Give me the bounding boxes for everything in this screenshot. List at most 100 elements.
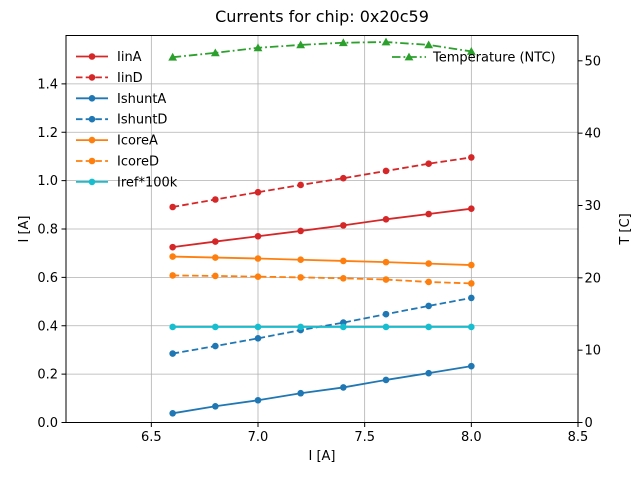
circle-marker-IcoreD: [468, 280, 475, 287]
legend-label-temperature: Temperature (NTC): [432, 51, 556, 66]
circle-marker-IcoreD: [425, 278, 432, 286]
circle-marker-IcoreA: [340, 257, 347, 265]
x-tick-label: 8.5: [568, 430, 589, 445]
circle-marker-IshuntA: [169, 410, 176, 417]
series-line-IcoreD: [172, 274, 472, 285]
triangle-marker-Temperature (NTC): [253, 43, 263, 52]
series-line-IinD: [172, 156, 472, 208]
circle-marker-IshuntA: [88, 95, 96, 102]
legend-label-IinD: IinD: [117, 71, 143, 86]
circle-marker-IinD: [212, 196, 219, 203]
series-line-IcoreA: [172, 255, 472, 266]
circle-marker-IinA: [297, 227, 304, 235]
circle-marker-IcoreD: [212, 272, 219, 280]
circle-marker-IshuntD: [425, 302, 432, 310]
y-left-tick-label: 0.6: [37, 271, 58, 286]
circle-marker-Iref*100k: [212, 323, 219, 331]
circle-marker-IshuntD: [254, 335, 262, 342]
circle-marker-IshuntA: [254, 396, 262, 404]
circle-marker-Iref*100k: [88, 178, 96, 186]
y-right-tick-label: 10: [585, 344, 602, 359]
circle-marker-IinD: [382, 167, 390, 175]
legend-label-IshuntD: IshuntD: [117, 113, 167, 128]
y-axis-right-label: T [C]: [618, 213, 633, 245]
circle-marker-Iref*100k: [297, 323, 304, 331]
chart-title: Currents for chip: 0x20c59: [215, 7, 429, 26]
circle-marker-IshuntA: [425, 369, 432, 377]
y-left-tick-label: 0.4: [37, 319, 58, 334]
circle-marker-IinD: [425, 160, 432, 167]
circle-marker-IshuntA: [468, 362, 475, 370]
triangle-marker-Temperature (NTC): [210, 48, 220, 57]
series-line-IshuntA: [172, 365, 472, 415]
circle-marker-IcoreA: [425, 260, 432, 267]
circle-marker-IinA: [382, 216, 390, 223]
circle-marker-IinA: [212, 238, 219, 245]
legend-label-IshuntA: IshuntA: [117, 92, 166, 107]
triangle-marker-Temperature (NTC): [338, 38, 348, 47]
x-tick-label: 6.5: [141, 430, 162, 445]
circle-marker-IshuntD: [468, 294, 475, 302]
circle-marker-IshuntD: [382, 310, 390, 318]
circle-marker-IshuntA: [340, 384, 347, 391]
circle-marker-Iref*100k: [254, 323, 262, 331]
legend-label-IcoreD: IcoreD: [117, 155, 159, 170]
circle-marker-IcoreD: [169, 272, 176, 279]
series-line-Temperature (NTC): [172, 41, 472, 59]
circle-marker-IinD: [88, 74, 96, 81]
circle-marker-IinA: [340, 222, 347, 229]
circle-marker-Iref*100k: [468, 323, 475, 331]
x-axis-label: I [A]: [308, 449, 335, 464]
circle-marker-Iref*100k: [169, 323, 176, 331]
triangle-marker-Temperature (NTC): [296, 40, 306, 49]
circle-marker-IcoreA: [468, 261, 475, 269]
circle-marker-IshuntD: [212, 342, 219, 350]
circle-marker-IcoreD: [297, 274, 304, 281]
y-right-tick-label: 40: [585, 127, 602, 142]
y-right-tick-label: 50: [585, 54, 602, 69]
legend-label-Iref*100k: Iref*100k: [117, 175, 178, 190]
triangle-marker-Temperature (NTC): [381, 37, 391, 46]
circle-marker-IinA: [425, 210, 432, 218]
circle-marker-IcoreD: [382, 276, 390, 283]
circle-marker-IshuntA: [297, 389, 304, 397]
circle-marker-IinD: [169, 203, 176, 211]
y-left-tick-label: 1.4: [37, 77, 58, 92]
circle-marker-IcoreA: [88, 136, 96, 144]
circle-marker-IshuntA: [382, 376, 390, 384]
circle-marker-IshuntA: [212, 402, 219, 410]
y-left-tick-label: 1.0: [37, 174, 58, 189]
legend-layer: IinA IinD IshuntA IshuntD IcoreA IcoreD Iref*1…: [76, 50, 556, 190]
triangle-marker-Temperature (NTC): [404, 52, 414, 61]
y-left-tick-label: 1.2: [37, 126, 58, 141]
circle-marker-IcoreA: [212, 254, 219, 261]
series-line-IinA: [172, 207, 472, 249]
triangle-marker-Temperature (NTC): [168, 52, 178, 61]
circle-marker-IinA: [169, 243, 176, 251]
y-axis-left-label: I [A]: [17, 215, 32, 242]
circle-marker-Iref*100k: [382, 323, 390, 331]
circle-marker-IcoreD: [340, 275, 347, 282]
circle-marker-IshuntD: [88, 115, 96, 123]
triangle-marker-Temperature (NTC): [466, 47, 476, 55]
circle-marker-IinD: [340, 174, 347, 182]
y-left-tick-label: 0.8: [37, 223, 58, 238]
series-layer: [168, 37, 476, 417]
x-tick-label: 7.0: [248, 430, 269, 445]
triangle-marker-Temperature (NTC): [424, 40, 434, 49]
circle-marker-IinD: [254, 188, 262, 196]
x-tick-label: 7.5: [354, 430, 375, 445]
ticks-layer: 6.5 7.0 7.5 8.0 8.5 0.0 0.2 0.4 0.6 0.8 1.0 1.2 1.4 0…: [37, 54, 601, 445]
circle-marker-Iref*100k: [425, 323, 432, 331]
circle-marker-IinA: [254, 232, 262, 240]
circle-marker-IinA: [88, 53, 96, 60]
circle-marker-Iref*100k: [340, 323, 347, 331]
circle-marker-IcoreA: [297, 256, 304, 264]
x-tick-label: 8.0: [461, 430, 482, 445]
circle-marker-IinD: [297, 181, 304, 189]
legend-label-IcoreA: IcoreA: [117, 134, 158, 149]
circle-marker-IcoreA: [382, 258, 390, 266]
circle-marker-IcoreA: [254, 255, 262, 262]
circle-marker-IcoreA: [169, 253, 176, 260]
